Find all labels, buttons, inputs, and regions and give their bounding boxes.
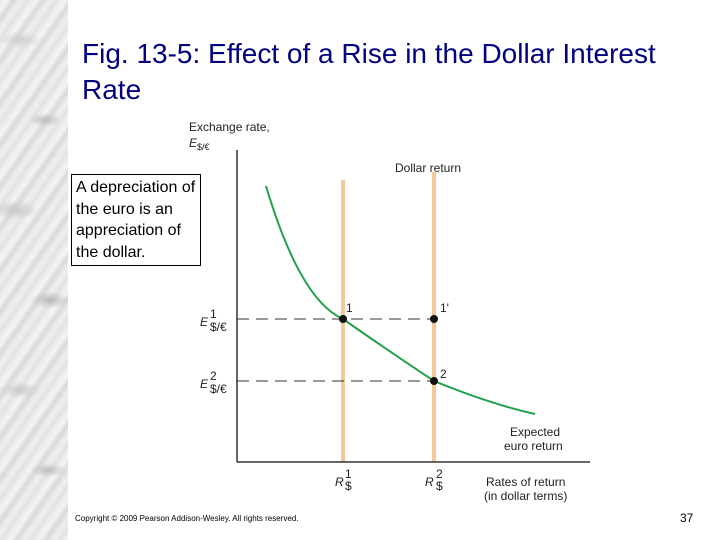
expected-euro-return-curve — [265, 185, 536, 415]
y-axis-symbol: E$/€ — [189, 136, 210, 152]
dollar-return-label: Dollar return — [395, 161, 461, 175]
point-2-label: 2 — [440, 367, 447, 381]
callout-box: A depreciation of the euro is an appreci… — [71, 174, 201, 266]
e1-sub: $/€ — [210, 320, 227, 334]
r2-sub: $ — [436, 479, 443, 493]
point-2 — [430, 377, 438, 385]
r1-sub: $ — [345, 479, 352, 493]
point-1-prime — [430, 315, 438, 323]
e2-sup: 2 — [210, 369, 217, 383]
point-1-label: 1 — [346, 301, 353, 315]
e1-label: E — [200, 315, 209, 329]
r1-label: R — [335, 475, 344, 489]
expected-euro-return-label-line1: Expected — [510, 425, 560, 439]
r2-label: R — [425, 475, 434, 489]
r2-sup: 2 — [436, 467, 443, 481]
copyright-notice: Copyright © 2009 Pearson Addison-Wesley.… — [75, 514, 299, 523]
point-1-prime-label: 1' — [440, 301, 449, 315]
r1-sup: 1 — [345, 467, 352, 481]
marble-sidebar — [0, 0, 68, 540]
x-axis-label-line2: (in dollar terms) — [484, 489, 567, 503]
expected-euro-return-label-line2: euro return — [504, 439, 563, 453]
x-axis-label-line1: Rates of return — [486, 475, 565, 489]
slide-number: 37 — [680, 511, 694, 525]
e2-label: E — [200, 377, 209, 391]
point-1 — [339, 315, 347, 323]
e2-sub: $/€ — [210, 382, 227, 396]
y-axis-label: Exchange rate, — [189, 120, 270, 134]
e1-sup: 1 — [210, 307, 217, 321]
slide-title: Fig. 13-5: Effect of a Rise in the Dolla… — [82, 38, 656, 105]
